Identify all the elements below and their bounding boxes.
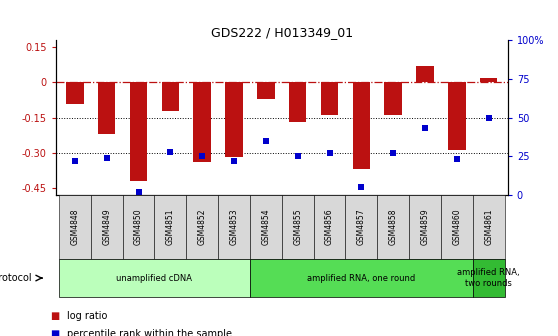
Point: [261, 138, 270, 143]
Text: GSM4848: GSM4848: [70, 209, 79, 245]
Point: [102, 155, 111, 161]
Text: GSM4849: GSM4849: [102, 208, 111, 245]
Text: log ratio: log ratio: [67, 311, 107, 321]
Text: amplified RNA, one round: amplified RNA, one round: [307, 274, 416, 283]
Bar: [66, 82, 84, 103]
Text: GSM4855: GSM4855: [293, 208, 302, 245]
Text: GSM4850: GSM4850: [134, 208, 143, 245]
Bar: [416, 66, 434, 82]
Text: GSM4852: GSM4852: [198, 209, 206, 245]
Text: ■: ■: [50, 329, 60, 336]
Bar: [289, 82, 306, 122]
Text: GSM4856: GSM4856: [325, 208, 334, 245]
Text: amplified RNA,
two rounds: amplified RNA, two rounds: [458, 268, 520, 288]
Bar: [448, 82, 465, 151]
Bar: [353, 82, 370, 169]
Bar: [257, 82, 275, 99]
Text: GSM4860: GSM4860: [453, 208, 461, 245]
Text: GSM4859: GSM4859: [421, 208, 430, 245]
Title: GDS222 / H013349_01: GDS222 / H013349_01: [211, 26, 353, 39]
Text: protocol: protocol: [0, 273, 31, 283]
Text: unamplified cDNA: unamplified cDNA: [117, 274, 193, 283]
Point: [294, 154, 302, 159]
Text: GSM4857: GSM4857: [357, 208, 366, 245]
Text: GSM4854: GSM4854: [261, 208, 271, 245]
Point: [198, 154, 206, 159]
Point: [389, 151, 398, 156]
Text: GSM4851: GSM4851: [166, 209, 175, 245]
Point: [229, 158, 238, 164]
Bar: [162, 82, 179, 111]
Bar: [194, 82, 211, 162]
Text: GSM4853: GSM4853: [229, 208, 239, 245]
Point: [325, 151, 334, 156]
Point: [421, 126, 430, 131]
Text: GSM4861: GSM4861: [484, 209, 493, 245]
Point: [70, 158, 79, 164]
Bar: [98, 82, 116, 134]
Bar: [480, 78, 497, 82]
Point: [484, 115, 493, 120]
Bar: [384, 82, 402, 115]
Point: [453, 157, 461, 162]
Point: [166, 149, 175, 154]
Text: GSM4858: GSM4858: [389, 209, 398, 245]
Text: ■: ■: [50, 311, 60, 321]
Text: percentile rank within the sample: percentile rank within the sample: [67, 329, 232, 336]
Bar: [321, 82, 338, 115]
Point: [357, 184, 366, 190]
Bar: [225, 82, 243, 157]
Point: [134, 189, 143, 195]
Bar: [130, 82, 147, 181]
